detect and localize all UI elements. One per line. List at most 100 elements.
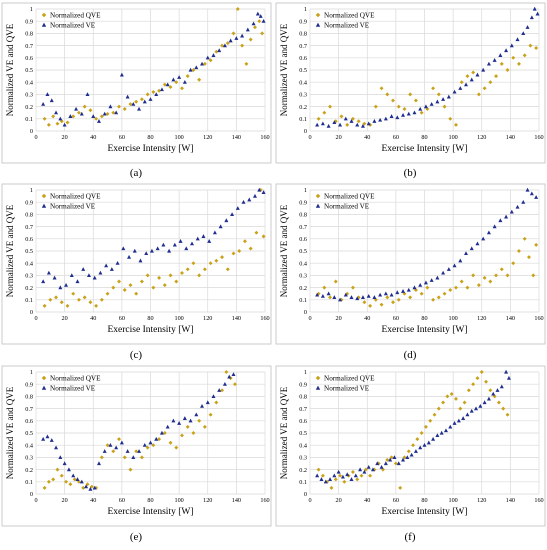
- y-tick-label: 0.8: [25, 31, 33, 38]
- y-tick-label: 0.2: [299, 467, 307, 474]
- ve-point: [534, 195, 539, 199]
- qve-point: [402, 107, 407, 112]
- x-tick-label: 100: [448, 134, 457, 141]
- qve-point: [462, 400, 467, 405]
- qve-point: [157, 275, 162, 280]
- ve-point: [315, 122, 320, 127]
- ve-point: [465, 412, 470, 417]
- ve-point: [75, 279, 80, 284]
- x-tick-label: 0: [308, 134, 311, 141]
- qve-point: [333, 279, 338, 284]
- qve-point: [71, 291, 76, 296]
- y-tick-label: 0.1: [25, 297, 33, 304]
- x-tick-label: 160: [534, 315, 543, 322]
- ve-point: [383, 461, 388, 466]
- x-tick-label: 60: [119, 497, 125, 504]
- y-tick-label: 0.9: [299, 381, 307, 388]
- ve-point: [137, 106, 142, 111]
- ve-point: [412, 110, 417, 115]
- panel-frame: [1, 365, 272, 527]
- ve-point: [529, 15, 534, 20]
- ve-point: [504, 369, 509, 374]
- ve-point: [423, 280, 428, 285]
- y-tick-label: 0.7: [299, 224, 307, 231]
- x-tick-label: 120: [477, 134, 486, 141]
- qve-point: [419, 431, 424, 435]
- ve-point: [395, 115, 400, 120]
- legend-ve-label: Normalized VE: [324, 385, 370, 393]
- x-tick-label: 80: [147, 497, 153, 504]
- ve-point: [319, 477, 324, 481]
- x-tick-label: 0: [308, 497, 311, 504]
- ve-point: [45, 434, 50, 439]
- ve-point: [154, 92, 159, 96]
- y-tick-label: 0.6: [25, 236, 33, 243]
- x-tick-label: 40: [364, 315, 370, 322]
- qve-point: [516, 249, 521, 253]
- ve-point: [45, 92, 50, 96]
- y-tick-label: 0.9: [25, 18, 33, 25]
- ve-point: [79, 479, 84, 484]
- ve-point: [349, 295, 354, 299]
- qve-point: [345, 122, 350, 127]
- ve-point: [127, 254, 132, 259]
- ve-point: [132, 248, 137, 253]
- y-tick-label: 0.8: [299, 212, 307, 219]
- ve-point: [464, 82, 469, 87]
- qve-point: [145, 273, 150, 278]
- ve-point: [392, 455, 397, 459]
- ve-point: [435, 275, 440, 280]
- ve-point: [201, 234, 206, 238]
- ve-point: [332, 473, 337, 478]
- ve-point: [495, 388, 500, 392]
- ve-point: [227, 374, 232, 379]
- ve-point: [525, 25, 530, 29]
- ve-point: [172, 242, 177, 247]
- qve-point: [105, 111, 110, 116]
- x-tick-label: 40: [90, 315, 96, 322]
- x-tick-label: 40: [90, 497, 96, 504]
- x-tick-label: 20: [336, 134, 342, 141]
- ve-point: [515, 37, 520, 42]
- ve-point: [182, 80, 187, 84]
- ve-point: [412, 285, 417, 290]
- x-tick-label: 120: [203, 315, 212, 322]
- ve-point: [469, 408, 474, 413]
- qve-point: [379, 86, 384, 91]
- ve-point: [217, 48, 222, 53]
- y-tick-label: 0.2: [299, 285, 307, 292]
- ve-point: [52, 275, 57, 280]
- ve-point: [515, 204, 520, 209]
- qve-point: [244, 61, 249, 66]
- ve-point: [258, 14, 263, 18]
- qve-point: [316, 116, 321, 121]
- ve-point: [49, 98, 54, 103]
- ve-point: [205, 400, 210, 405]
- ve-point: [509, 43, 514, 48]
- chart-panel-a: 0 0.1 0.2 0.3 0.4 0.5 0.6 0.7 0.8 0.9 1 0 20 40 60 80 10…: [1, 2, 272, 179]
- ve-point: [429, 101, 434, 106]
- ve-point: [165, 82, 170, 87]
- panel-frame: [275, 2, 546, 164]
- qve-point: [411, 443, 416, 448]
- panel-caption-c: (c): [130, 349, 143, 361]
- legend-qve-label: Normalized QVE: [50, 193, 101, 201]
- x-tick-label: 40: [364, 497, 370, 504]
- qve-point: [441, 400, 446, 405]
- ve-point: [441, 97, 446, 101]
- ve-point: [355, 122, 360, 127]
- x-tick-label: 120: [477, 315, 486, 322]
- ve-point: [149, 248, 154, 253]
- ve-point: [108, 443, 113, 447]
- x-tick-label: 80: [147, 134, 153, 141]
- legend-ve-label: Normalized VE: [324, 22, 370, 30]
- chart-panel-e: 0 0.1 0.2 0.3 0.4 0.5 0.6 0.7 0.8 0.9 1 0 20 40 60 80 10…: [1, 365, 272, 543]
- qve-point: [185, 267, 190, 272]
- qve-point: [505, 68, 510, 72]
- y-tick-label: 0.9: [299, 199, 307, 206]
- ve-point: [418, 106, 423, 111]
- qve-point: [197, 77, 202, 82]
- y-tick-label: 0.6: [299, 55, 307, 62]
- ve-point: [370, 467, 375, 472]
- ve-point: [121, 246, 126, 251]
